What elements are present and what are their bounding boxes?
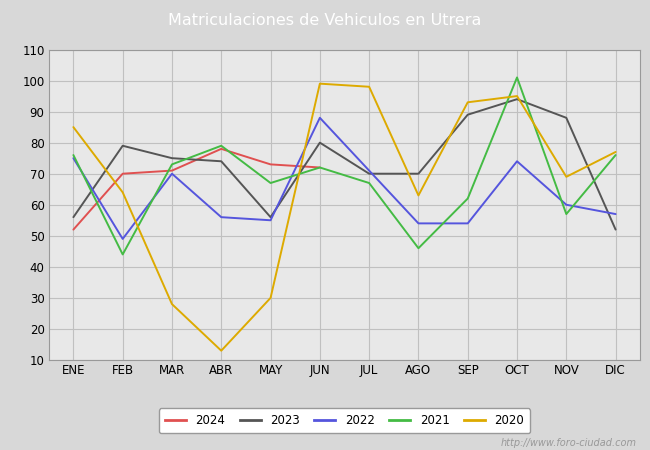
Legend: 2024, 2023, 2022, 2021, 2020: 2024, 2023, 2022, 2021, 2020 — [159, 409, 530, 433]
Text: http://www.foro-ciudad.com: http://www.foro-ciudad.com — [501, 438, 637, 448]
Text: Matriculaciones de Vehiculos en Utrera: Matriculaciones de Vehiculos en Utrera — [168, 13, 482, 28]
